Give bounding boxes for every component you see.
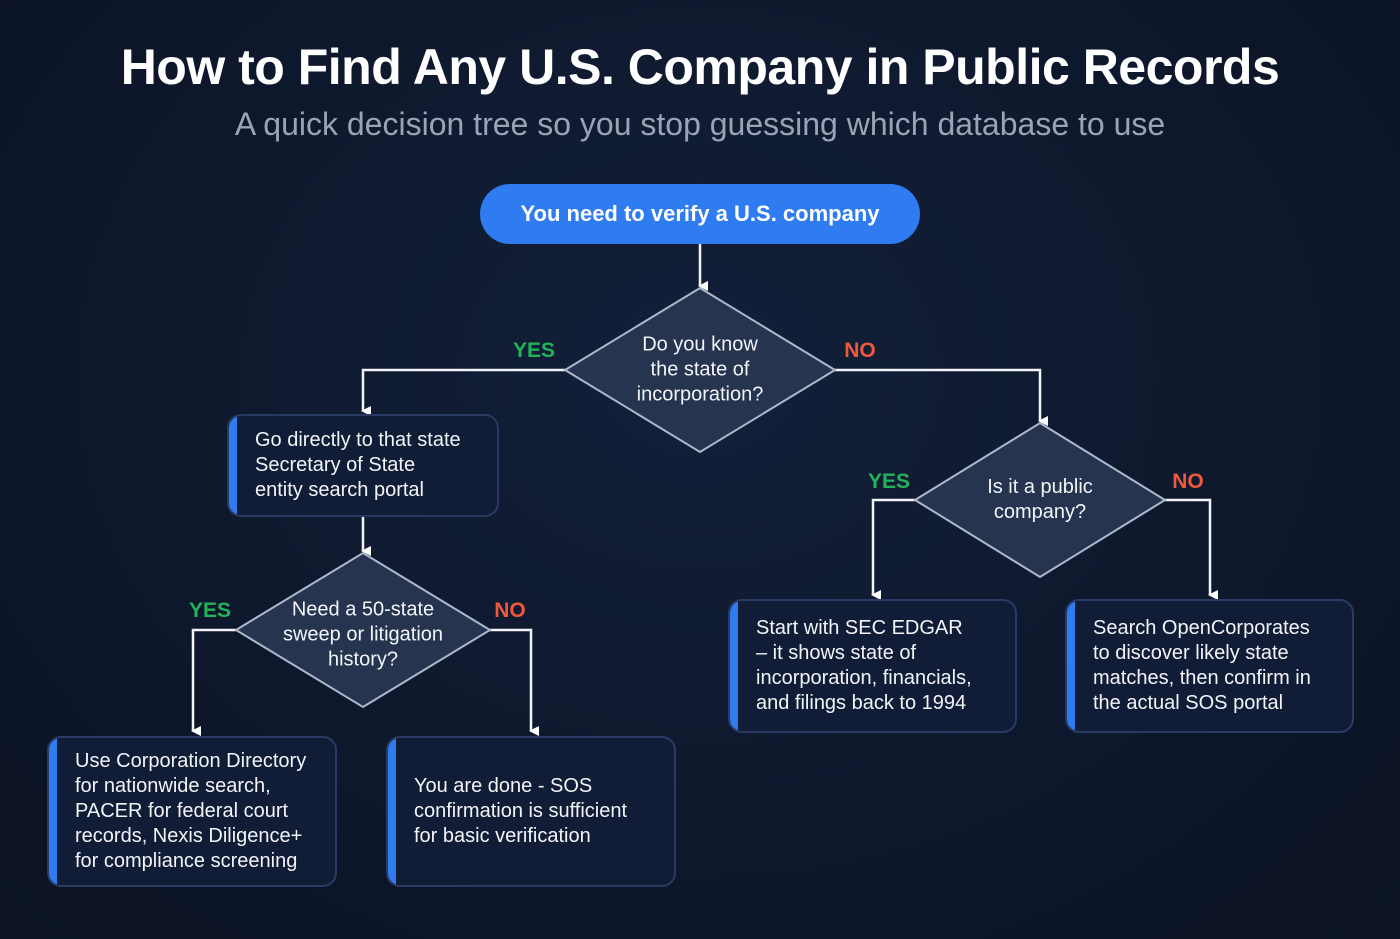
decision-diamond-public xyxy=(913,421,1167,579)
connector-public-yes xyxy=(871,498,915,600)
connector-know-no xyxy=(835,368,1048,426)
outcome-sos-portal: Go directly to that state Secretary of S… xyxy=(227,414,499,517)
outcome-text: Search OpenCorporates to discover likely… xyxy=(1093,617,1311,714)
outcome-done: You are done - SOS confirmation is suffi… xyxy=(386,736,676,887)
yes-label: YES xyxy=(188,599,232,622)
outcome-text: You are done - SOS confirmation is suffi… xyxy=(414,775,628,847)
outcome-text: Start with SEC EDGAR – it shows state of… xyxy=(756,617,972,714)
connector-know-yes xyxy=(361,368,565,416)
outcome-opencorporates: Search OpenCorporates to discover likely… xyxy=(1065,599,1354,733)
yes-label: YES xyxy=(512,339,556,362)
outcome-edgar: Start with SEC EDGAR – it shows state of… xyxy=(728,599,1017,733)
connector-sweep-yes xyxy=(191,628,236,736)
yes-label: YES xyxy=(867,470,911,493)
decision-diamond-know-state xyxy=(563,286,837,454)
start-node: You need to verify a U.S. company xyxy=(480,184,920,244)
decision-diamond-sweep xyxy=(234,551,492,709)
no-label: NO xyxy=(1172,470,1204,493)
outcome-text: Go directly to that state Secretary of S… xyxy=(255,429,461,501)
page-title: How to Find Any U.S. Company in Public R… xyxy=(120,39,1280,95)
connector-sweep-no xyxy=(490,628,539,736)
decision-know-state-text: Do you know the state of incorporation? xyxy=(636,333,764,406)
outcome-corp-directory: Use Corporation Directory for nationwide… xyxy=(47,736,337,887)
no-label: NO xyxy=(844,339,876,362)
page-subtitle: A quick decision tree so you stop guessi… xyxy=(234,106,1166,142)
decision-public-text: Is it a public company? xyxy=(987,476,1093,523)
outcome-text: Use Corporation Directory for nationwide… xyxy=(75,750,307,872)
connector-public-no xyxy=(1165,498,1218,600)
decision-sweep-text: Need a 50-state sweep or litigation hist… xyxy=(282,598,444,671)
no-label: NO xyxy=(494,599,526,622)
